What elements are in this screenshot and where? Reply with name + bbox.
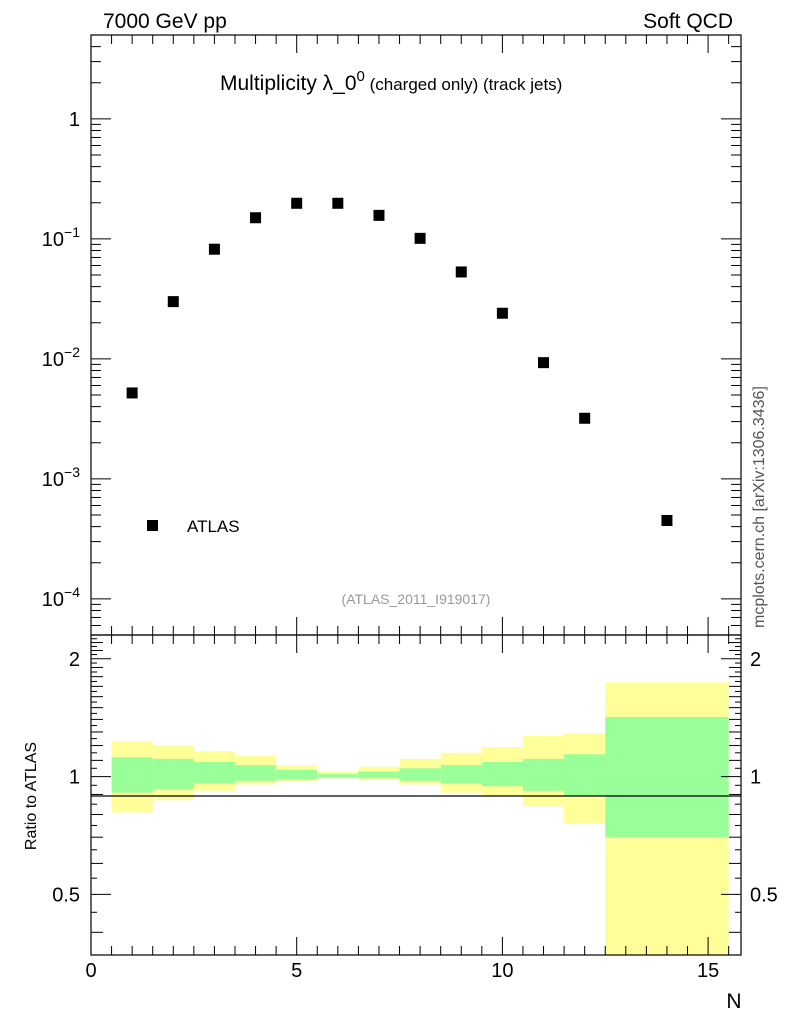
main-x-ticks [90,35,730,635]
y-tick-label: 10−2 [42,344,80,371]
y-tick-label-exponent: −4 [64,584,80,600]
plot-title-main: Multiplicity λ_0 [220,72,357,95]
main-data-points [126,197,673,526]
x-tick-label: 15 [697,960,719,982]
ratio-y-tick-label-left: 2 [69,649,80,671]
y-tick-label-base: 10 [42,469,64,491]
data-point [579,412,591,424]
x-tick-label: 5 [291,960,302,982]
header-left: 7000 GeV pp [103,10,227,33]
y-tick-label: 10−4 [42,584,80,611]
ratio-band-inner [440,765,482,784]
data-point [661,514,673,526]
ratio-band-inner [276,769,318,780]
y-tick-label: 1 [69,109,80,131]
y-tick-label-exponent: −1 [64,224,80,240]
plot-title: Multiplicity λ_00 (charged only) (track … [220,68,562,95]
ratio-band-inner [358,771,400,779]
ratio-band-inner [481,761,523,787]
data-point [538,357,550,369]
ratio-band-inner [152,758,194,789]
data-point [208,243,220,255]
x-axis-label: N [726,990,741,1013]
main-y-ticks [91,34,741,636]
main-plot-frame [90,34,742,636]
legend-label: ATLAS [187,517,240,536]
plot-title-superscript: 0 [357,68,365,85]
ratio-plot: 2 2 1 1 0.5 0.5 0 5 10 15 Ratio to ATLAS N [23,634,778,1013]
ratio-band-inner [234,765,277,781]
data-point [126,387,138,399]
ratio-band-inner [399,768,441,781]
data-point [250,212,262,224]
ratio-y-axis-label: Ratio to ATLAS [23,742,40,850]
main-plot: 110−110−210−310−4 Multiplicity λ_00 (cha… [42,34,742,636]
ratio-x-ticks [90,635,730,955]
y-tick-label-base: 1 [69,109,80,131]
x-tick-label: 10 [491,960,513,982]
data-point [332,197,344,209]
x-tick-label: 0 [85,960,96,982]
y-tick-label-exponent: −3 [64,464,80,480]
ratio-band-inner [193,761,235,784]
y-tick-label-base: 10 [42,589,64,611]
ratio-y-tick-label-left: 0.5 [52,884,80,906]
data-point [291,197,303,209]
main-y-tick-labels: 110−110−210−310−4 [42,109,80,611]
x-tick-labels: 0 5 10 15 [85,960,719,982]
y-tick-label-base: 10 [42,229,64,251]
legend-marker [147,520,158,531]
ratio-y-tick-label-right: 0.5 [750,884,778,906]
ratio-y-tick-label-right: 2 [750,649,761,671]
analysis-watermark: (ATLAS_2011_I919017) [342,591,491,607]
plot-title-suffix: (charged only) (track jets) [365,75,562,94]
ratio-plot-frame [90,634,742,956]
ratio-y-tick-label-right: 1 [750,767,761,789]
ratio-y-tick-label-left: 1 [69,767,80,789]
y-tick-label-base: 10 [42,349,64,371]
data-point [455,266,467,278]
header-right: Soft QCD [643,10,733,33]
y-tick-label: 10−1 [42,224,80,251]
ratio-y-ticks [91,634,741,956]
data-point [496,307,508,319]
y-tick-label: 10−3 [42,464,80,491]
y-tick-label-exponent: −2 [64,344,80,360]
data-point [167,296,179,308]
ratio-y-tick-labels: 2 2 1 1 0.5 0.5 [52,649,778,907]
ratio-band-inner [317,774,359,778]
ratio-band-inner [605,716,729,838]
data-point [373,209,385,221]
ratio-band-inner [522,758,565,791]
ratio-bands [111,682,729,955]
side-label: mcplots.cern.ch [arXiv:1306.3436] [751,386,768,628]
data-point [414,232,426,244]
ratio-band-inner [564,754,606,797]
ratio-band-inner [111,757,153,793]
